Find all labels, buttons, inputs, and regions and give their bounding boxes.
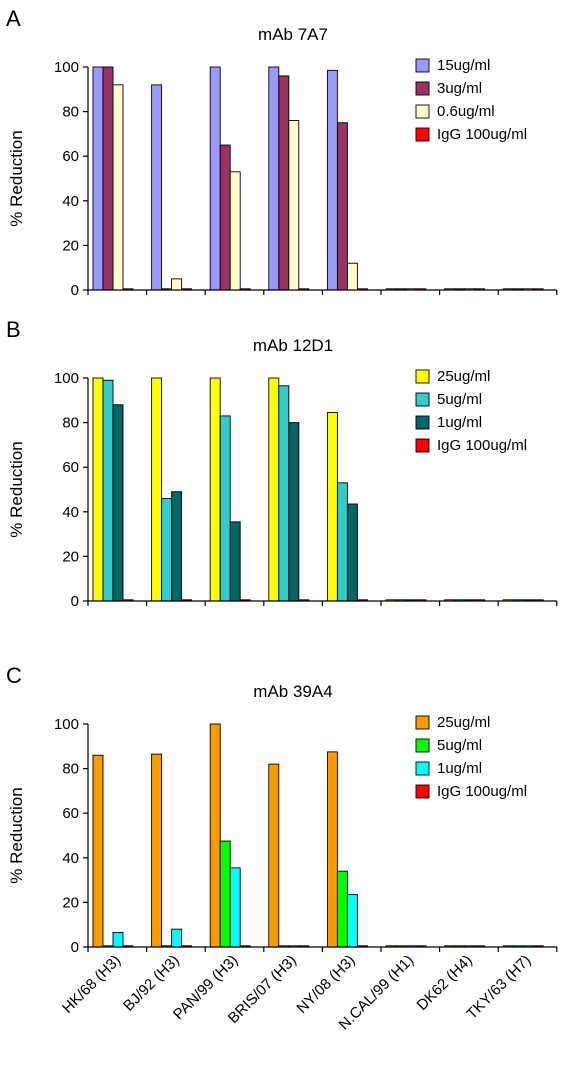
- chart-2-legend-swatch-1: [415, 738, 430, 753]
- chart-2-bar-0-4: [326, 751, 338, 948]
- chart-1-legend-swatch-0: [415, 369, 430, 384]
- chart-1-bar-2-4: [346, 503, 358, 602]
- chart-1-panel-letter: B: [6, 317, 21, 342]
- chart-1-bar-2-2: [229, 521, 241, 602]
- chart-2-legend-label-1: 5ug/ml: [437, 737, 482, 754]
- chart-1-bar-0-0: [92, 377, 104, 602]
- chart-2-category-label-0: HK/68 (H3): [59, 952, 124, 1017]
- chart-1-y-tick-label-2: 40: [62, 504, 79, 521]
- chart-1-bar-1-0: [102, 379, 114, 602]
- chart-1-y-tick-label-4: 80: [62, 415, 79, 432]
- chart-0-bar-1-0: [102, 66, 114, 291]
- chart-0-y-tick-label-2: 40: [62, 193, 79, 210]
- chart-2-y-tick-label-1: 20: [62, 894, 79, 911]
- chart-0-legend-label-3: IgG 100ug/ml: [437, 126, 527, 143]
- chart-2-y-tick-label-0: 0: [71, 939, 79, 956]
- chart-0-bar-1-3: [278, 75, 290, 291]
- chart-2-bar-2-0: [112, 932, 124, 948]
- chart-2-y-tick-label-4: 80: [62, 761, 79, 778]
- chart-2-legend-label-0: 25ug/ml: [437, 714, 490, 731]
- chart-0-y-axis-label: % Reduction: [7, 130, 26, 226]
- chart-2-category-label-1: BJ/92 (H3): [120, 952, 183, 1015]
- chart-0-legend-label-1: 3ug/ml: [437, 80, 482, 97]
- chart-0-bar-0-2: [209, 66, 221, 291]
- chart-2-category-label-6: DK62 (H4): [414, 952, 476, 1014]
- chart-1-legend-swatch-1: [415, 392, 430, 407]
- chart-2-bar-0-2: [209, 723, 221, 948]
- chart-1-bar-2-1: [171, 491, 183, 602]
- chart-2-legend-swatch-0: [415, 715, 430, 730]
- chart-1-bar-0-3: [268, 377, 280, 602]
- chart-1-y-axis-label: % Reduction: [7, 441, 26, 537]
- chart-2-bar-2-2: [229, 867, 241, 948]
- chart-2-panel-letter: C: [6, 663, 22, 688]
- chart-0-bar-0-4: [326, 69, 338, 291]
- chart-0-bar-2-1: [171, 278, 183, 291]
- chart-2-legend-label-2: 1ug/ml: [437, 760, 482, 777]
- chart-2-bar-2-1: [171, 928, 183, 948]
- chart-0-y-tick-label-3: 60: [62, 148, 79, 165]
- chart-0-y-tick-label-4: 80: [62, 104, 79, 121]
- chart-0-title: mAb 7A7: [258, 25, 328, 44]
- chart-2-bar-0-3: [268, 763, 280, 948]
- chart-1-legend-label-1: 5ug/ml: [437, 391, 482, 408]
- chart-0-bar-2-2: [229, 171, 241, 291]
- chart-0-y-tick-label-5: 100: [54, 59, 79, 76]
- chart-1-bar-2-3: [288, 422, 300, 602]
- chart-0-bar-2-3: [288, 120, 300, 291]
- chart-2-legend-label-3: IgG 100ug/ml: [437, 783, 527, 800]
- chart-0-legend-label-0: 15ug/ml: [437, 57, 490, 74]
- chart-1-legend-swatch-2: [415, 415, 430, 430]
- chart-1-bar-1-2: [219, 415, 231, 602]
- chart-1-bar-0-1: [151, 377, 163, 602]
- chart-0-bar-1-2: [219, 144, 231, 291]
- chart-2-bar-1-2: [219, 840, 231, 948]
- chart-0-legend-swatch-3: [415, 127, 430, 142]
- chart-1-y-tick-label-1: 20: [62, 548, 79, 565]
- chart-1-legend-label-2: 1ug/ml: [437, 414, 482, 431]
- chart-0-bar-0-3: [268, 66, 280, 291]
- chart-1-y-tick-label-5: 100: [54, 370, 79, 387]
- chart-2-bar-1-4: [336, 870, 348, 948]
- chart-1-bar-0-2: [209, 377, 221, 602]
- chart-0-bar-2-0: [112, 84, 124, 291]
- chart-0-y-tick-label-0: 0: [71, 282, 79, 299]
- chart-0-panel-letter: A: [6, 6, 21, 31]
- chart-0-bar-0-1: [151, 84, 163, 291]
- chart-1-bar-2-0: [112, 404, 124, 602]
- chart-1-bar-1-1: [161, 497, 173, 602]
- chart-0-legend-label-2: 0.6ug/ml: [437, 103, 495, 120]
- chart-1-legend-label-0: 25ug/ml: [437, 368, 490, 385]
- chart-1-bar-1-4: [336, 482, 348, 602]
- chart-1-legend-swatch-3: [415, 438, 430, 453]
- chart-2-bar-0-1: [151, 753, 163, 948]
- chart-1-bar-1-3: [278, 385, 290, 602]
- chart-0-bar-1-4: [336, 122, 348, 291]
- chart-0-bar-0-0: [92, 66, 104, 291]
- chart-2-legend-swatch-3: [415, 784, 430, 799]
- chart-0-legend-swatch-1: [415, 81, 430, 96]
- chart-2-y-tick-label-2: 40: [62, 850, 79, 867]
- chart-2-y-tick-label-5: 100: [54, 716, 79, 733]
- chart-0-y-tick-label-1: 20: [62, 237, 79, 254]
- chart-2-bar-2-4: [346, 894, 358, 948]
- chart-1-bar-0-4: [326, 412, 338, 602]
- chart-0-legend-swatch-0: [415, 58, 430, 73]
- chart-1-y-tick-label-3: 60: [62, 459, 79, 476]
- chart-1-title: mAb 12D1: [253, 336, 333, 355]
- chart-1-legend-label-3: IgG 100ug/ml: [437, 437, 527, 454]
- chart-0-bar-2-4: [346, 262, 358, 291]
- chart-1-y-tick-label-0: 0: [71, 593, 79, 610]
- chart-2-y-tick-label-3: 60: [62, 805, 79, 822]
- chart-2-title: mAb 39A4: [253, 682, 332, 701]
- chart-0-legend-swatch-2: [415, 104, 430, 119]
- chart-2-legend-swatch-2: [415, 761, 430, 776]
- chart-2-bar-0-0: [92, 754, 104, 948]
- chart-2-y-axis-label: % Reduction: [7, 787, 26, 883]
